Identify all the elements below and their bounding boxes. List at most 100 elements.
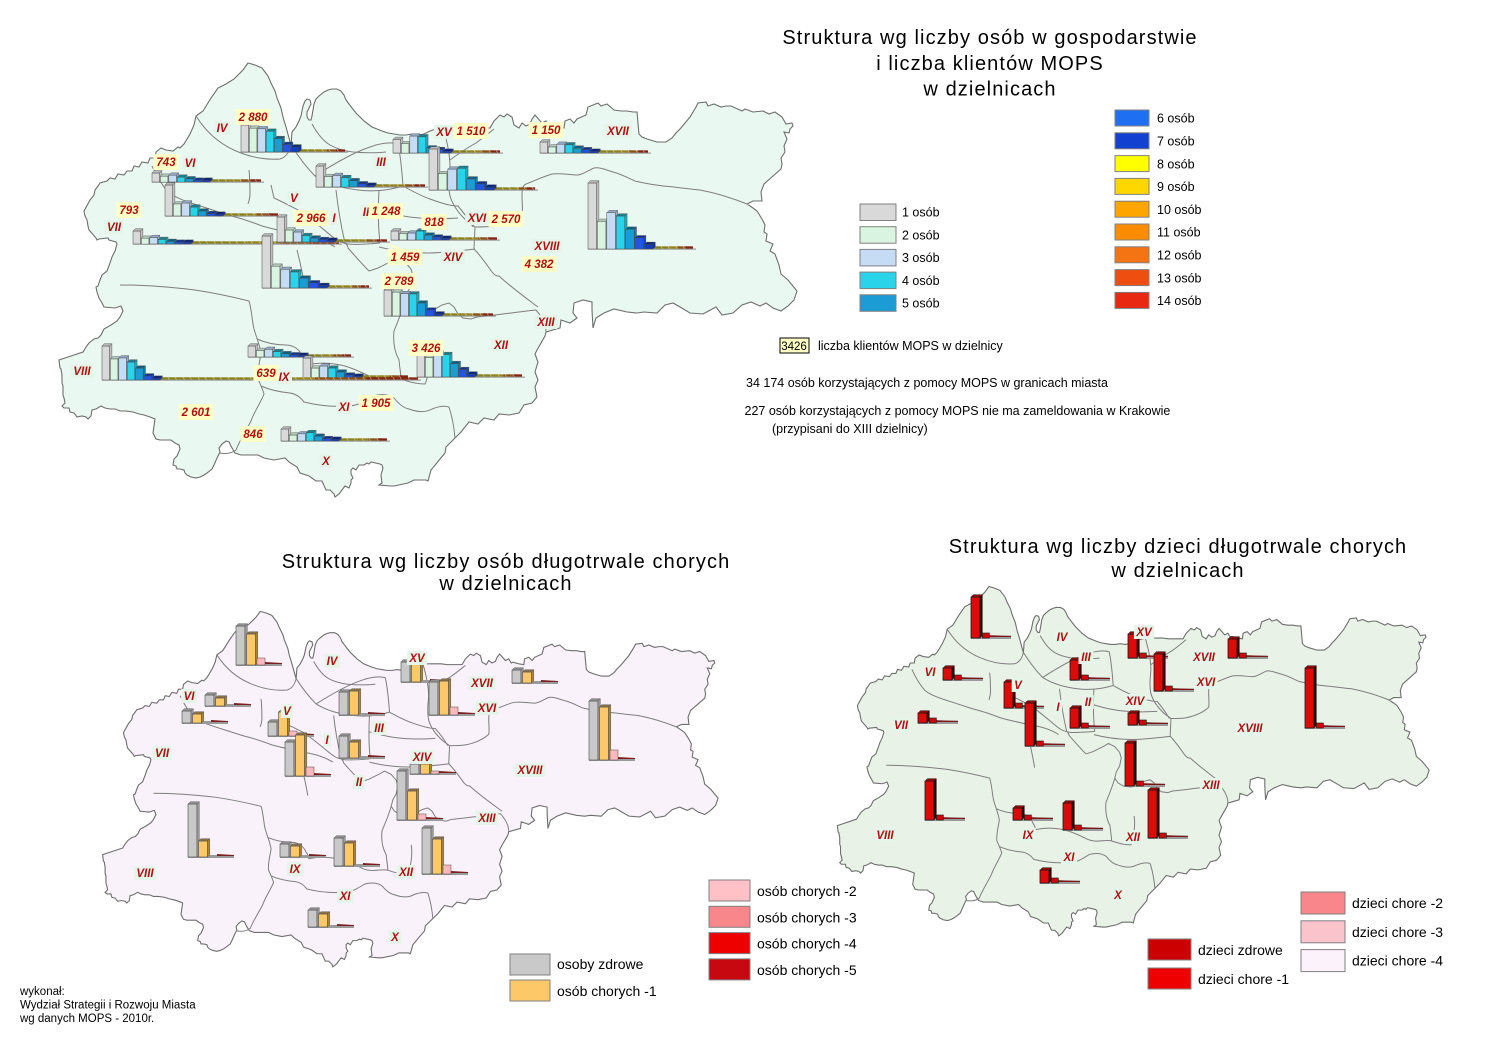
svg-text:osób chorych -3: osób chorych -3 [757,909,857,925]
svg-text:12 osób: 12 osób [1157,249,1202,263]
svg-text:liczba klientów MOPS w dzielni: liczba klientów MOPS w dzielnicy [818,339,1004,353]
svg-text:5 osób: 5 osób [902,297,940,311]
svg-text:1 248: 1 248 [372,206,401,218]
svg-text:XI: XI [339,891,352,903]
svg-text:2 601: 2 601 [181,407,211,419]
svg-text:IX: IX [279,372,291,384]
svg-text:(przypisani do XIII dzielnicy): (przypisani do XIII dzielnicy) [772,422,928,436]
svg-text:8 osób: 8 osób [1157,157,1195,171]
svg-text:dzieci chore -3: dzieci chore -3 [1352,924,1443,940]
svg-text:dzieci chore -4: dzieci chore -4 [1352,953,1443,969]
svg-text:3426: 3426 [781,341,807,353]
svg-text:osób chorych -5: osób chorych -5 [757,962,857,978]
svg-text:Wydział Strategii i Rozwoju Mi: Wydział Strategii i Rozwoju Miasta [20,1000,196,1012]
svg-text:6 osób: 6 osób [1157,112,1195,126]
svg-text:osób chorych -2: osób chorych -2 [757,883,857,899]
svg-text:VIII: VIII [876,830,894,842]
svg-text:VI: VI [184,691,196,703]
svg-text:XVI: XVI [477,703,497,715]
svg-text:V: V [283,706,292,718]
svg-text:XIII: XIII [477,813,496,825]
svg-text:1 510: 1 510 [457,126,486,138]
svg-text:13 osób: 13 osób [1157,271,1202,285]
svg-text:4 382: 4 382 [524,259,554,271]
svg-text:VII: VII [155,748,170,760]
svg-text:w dzielnicach: w dzielnicach [922,79,1056,101]
svg-text:818: 818 [424,217,444,229]
svg-text:34 174 osób korzystających z p: 34 174 osób korzystających z pomocy MOPS… [746,376,1108,390]
svg-text:793: 793 [119,205,139,217]
svg-text:VII: VII [107,222,122,234]
svg-text:osób chorych -4: osób chorych -4 [757,936,857,952]
svg-text:9 osób: 9 osób [1157,180,1195,194]
svg-text:VII: VII [894,720,909,732]
svg-text:osoby zdrowe: osoby zdrowe [557,956,644,972]
svg-text:XVIII: XVIII [1237,723,1264,735]
svg-text:Struktura wg liczby osób w go: Struktura wg liczby osób w gospodarstwie [782,27,1197,49]
svg-text:3 426: 3 426 [412,343,441,355]
svg-text:dzieci chore -1: dzieci chore -1 [1198,971,1289,987]
svg-text:XIV: XIV [412,752,433,764]
svg-text:III: III [374,723,384,735]
svg-text:IV: IV [217,123,229,135]
svg-text:XI: XI [338,402,351,414]
svg-text:14 osób: 14 osób [1157,294,1202,308]
svg-text:XII: XII [398,867,414,879]
svg-text:1 459: 1 459 [391,252,420,264]
svg-text:2 570: 2 570 [491,214,521,226]
svg-text:639: 639 [256,368,276,380]
svg-text:II: II [356,777,363,789]
svg-text:227 osób korzystających z pomo: 227 osób korzystających z pomocy MOPS ni… [745,404,1171,418]
svg-text:dzieci zdrowe: dzieci zdrowe [1198,942,1283,958]
svg-text:Struktura wg liczby dzieci d: Struktura wg liczby dzieci długotrwale c… [949,536,1408,558]
svg-text:dzieci chore -2: dzieci chore -2 [1352,895,1443,911]
svg-text:XIV: XIV [443,252,464,264]
svg-text:XVII: XVII [470,678,494,690]
svg-text:V: V [1014,680,1023,692]
svg-text:VI: VI [185,158,197,170]
svg-text:1 osób: 1 osób [902,206,940,220]
svg-text:I: I [325,735,329,747]
svg-text:11 osób: 11 osób [1157,226,1201,240]
svg-text:IX: IX [1023,830,1035,842]
svg-text:7 osób: 7 osób [1157,135,1195,149]
svg-text:10 osób: 10 osób [1157,203,1202,217]
svg-text:XVIII: XVIII [534,241,561,253]
svg-text:wykonał:: wykonał: [19,986,65,998]
svg-text:XIII: XIII [536,317,555,329]
svg-text:4 osób: 4 osób [902,274,940,288]
svg-text:XII: XII [1125,832,1141,844]
svg-text:XV: XV [435,127,453,139]
svg-text:VI: VI [925,667,937,679]
svg-text:IX: IX [290,864,302,876]
svg-text:wg danych MOPS - 2010r.: wg danych MOPS - 2010r. [19,1013,154,1025]
svg-text:w dzielnicach: w dzielnicach [438,573,572,595]
svg-text:XII: XII [493,340,509,352]
svg-text:2 789: 2 789 [384,276,414,288]
svg-text:VIII: VIII [136,868,154,880]
svg-text:XV: XV [1135,627,1153,639]
svg-text:1 905: 1 905 [362,398,391,410]
svg-text:846: 846 [243,429,263,441]
svg-text:osób chorych -1: osób chorych -1 [557,983,657,999]
svg-text:IV: IV [1057,632,1069,644]
svg-text:I: I [332,213,336,225]
svg-text:XVII: XVII [1192,652,1216,664]
svg-text:II: II [1085,697,1092,709]
svg-text:III: III [1081,652,1091,664]
svg-text:III: III [376,157,386,169]
svg-text:V: V [290,193,299,205]
svg-text:XIV: XIV [1125,696,1146,708]
svg-text:i liczba klientów MOPS: i liczba klientów MOPS [876,53,1104,75]
svg-text:XVIII: XVIII [517,765,544,777]
svg-text:XV: XV [408,653,426,665]
svg-text:XI: XI [1063,852,1076,864]
svg-text:XVI: XVI [467,213,487,225]
svg-text:743: 743 [156,157,176,169]
svg-text:XIII: XIII [1201,780,1220,792]
svg-text:VIII: VIII [73,366,91,378]
svg-text:II: II [363,207,370,219]
svg-text:X: X [321,456,331,468]
svg-text:XVI: XVI [1196,677,1216,689]
svg-text:2 880: 2 880 [238,112,268,124]
